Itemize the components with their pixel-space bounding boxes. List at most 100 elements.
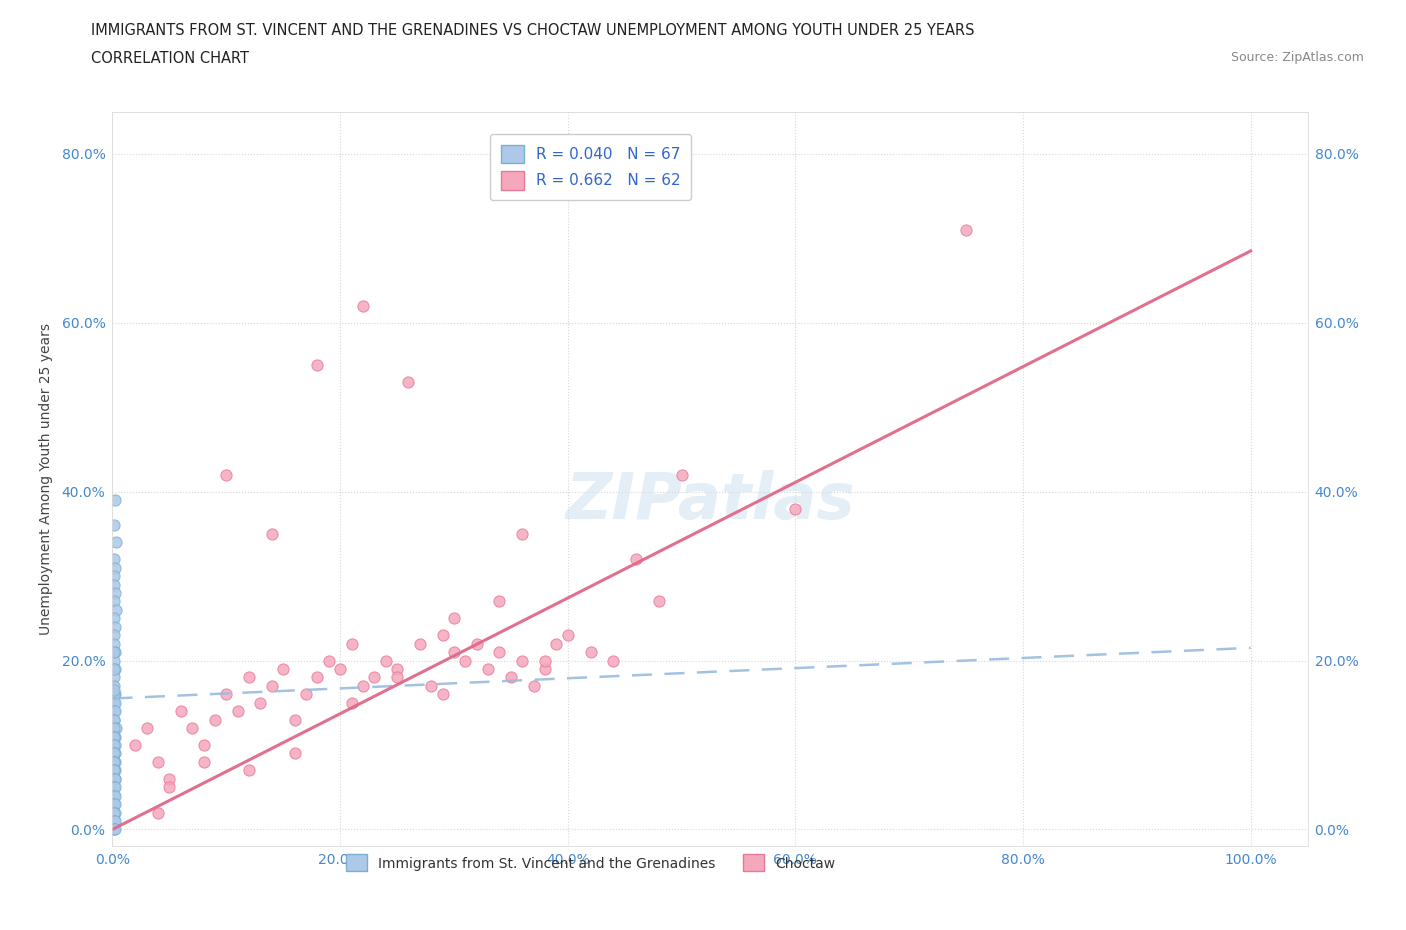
Point bbox=[204, 712, 226, 727]
Point bbox=[104, 619, 127, 634]
Point bbox=[477, 661, 499, 676]
Point bbox=[104, 586, 127, 601]
Y-axis label: Unemployment Among Youth under 25 years: Unemployment Among Youth under 25 years bbox=[39, 323, 53, 635]
Point bbox=[124, 737, 146, 752]
Point bbox=[103, 763, 125, 777]
Point bbox=[103, 754, 125, 769]
Point bbox=[103, 712, 125, 727]
Point bbox=[104, 687, 127, 702]
Point bbox=[103, 763, 125, 777]
Point bbox=[103, 822, 125, 837]
Point bbox=[104, 805, 127, 820]
Point bbox=[602, 653, 624, 668]
Point bbox=[104, 822, 127, 837]
Point bbox=[396, 375, 419, 390]
Point bbox=[103, 712, 125, 727]
Point bbox=[557, 628, 579, 643]
Point bbox=[104, 696, 127, 711]
Point bbox=[104, 493, 127, 508]
Point bbox=[671, 467, 693, 482]
Point bbox=[295, 687, 318, 702]
Point bbox=[385, 670, 408, 684]
Point bbox=[103, 779, 125, 794]
Point bbox=[103, 518, 125, 533]
Point bbox=[104, 644, 127, 659]
Text: Source: ZipAtlas.com: Source: ZipAtlas.com bbox=[1230, 51, 1364, 64]
Point bbox=[181, 721, 204, 736]
Point bbox=[103, 636, 125, 651]
Text: IMMIGRANTS FROM ST. VINCENT AND THE GRENADINES VS CHOCTAW UNEMPLOYMENT AMONG YOU: IMMIGRANTS FROM ST. VINCENT AND THE GREN… bbox=[91, 23, 974, 38]
Point bbox=[318, 653, 340, 668]
Point bbox=[103, 814, 125, 829]
Point bbox=[260, 526, 283, 541]
Point bbox=[340, 636, 363, 651]
Point bbox=[271, 661, 294, 676]
Point bbox=[385, 661, 408, 676]
Point bbox=[260, 678, 283, 693]
Point bbox=[340, 696, 363, 711]
Point bbox=[103, 797, 125, 812]
Point bbox=[785, 501, 807, 516]
Point bbox=[307, 670, 329, 684]
Point bbox=[104, 771, 127, 786]
Point bbox=[104, 763, 127, 777]
Point bbox=[146, 754, 169, 769]
Point bbox=[534, 653, 557, 668]
Point bbox=[104, 797, 127, 812]
Point bbox=[443, 611, 465, 626]
Point bbox=[103, 737, 125, 752]
Point bbox=[104, 754, 127, 769]
Point bbox=[420, 678, 443, 693]
Point bbox=[103, 746, 125, 761]
Point bbox=[103, 653, 125, 668]
Point bbox=[624, 551, 647, 566]
Point bbox=[363, 670, 385, 684]
Point bbox=[409, 636, 432, 651]
Point bbox=[488, 594, 510, 609]
Point bbox=[193, 754, 215, 769]
Point bbox=[103, 551, 125, 566]
Point bbox=[215, 687, 238, 702]
Point bbox=[170, 704, 193, 719]
Point bbox=[103, 670, 125, 684]
Point bbox=[104, 737, 127, 752]
Point bbox=[103, 683, 125, 698]
Point bbox=[307, 357, 329, 372]
Point bbox=[104, 771, 127, 786]
Point bbox=[454, 653, 477, 668]
Point bbox=[103, 729, 125, 744]
Point bbox=[104, 661, 127, 676]
Point bbox=[157, 771, 180, 786]
Point bbox=[103, 797, 125, 812]
Point bbox=[510, 653, 533, 668]
Point bbox=[104, 603, 127, 618]
Point bbox=[103, 822, 125, 837]
Point bbox=[103, 789, 125, 804]
Point bbox=[215, 467, 238, 482]
Point bbox=[432, 687, 454, 702]
Point bbox=[499, 670, 522, 684]
Point bbox=[103, 721, 125, 736]
Point bbox=[352, 678, 374, 693]
Point bbox=[374, 653, 396, 668]
Point bbox=[103, 805, 125, 820]
Point bbox=[103, 644, 125, 659]
Point bbox=[104, 729, 127, 744]
Point bbox=[284, 712, 307, 727]
Point bbox=[488, 644, 510, 659]
Point bbox=[104, 779, 127, 794]
Point bbox=[329, 661, 352, 676]
Point bbox=[284, 746, 307, 761]
Point bbox=[103, 568, 125, 583]
Point bbox=[238, 670, 260, 684]
Point bbox=[193, 737, 215, 752]
Point bbox=[103, 789, 125, 804]
Point bbox=[104, 721, 127, 736]
Point bbox=[103, 771, 125, 786]
Point bbox=[510, 526, 533, 541]
Point bbox=[104, 789, 127, 804]
Point bbox=[103, 814, 125, 829]
Point bbox=[103, 594, 125, 609]
Point bbox=[103, 611, 125, 626]
Point bbox=[249, 696, 271, 711]
